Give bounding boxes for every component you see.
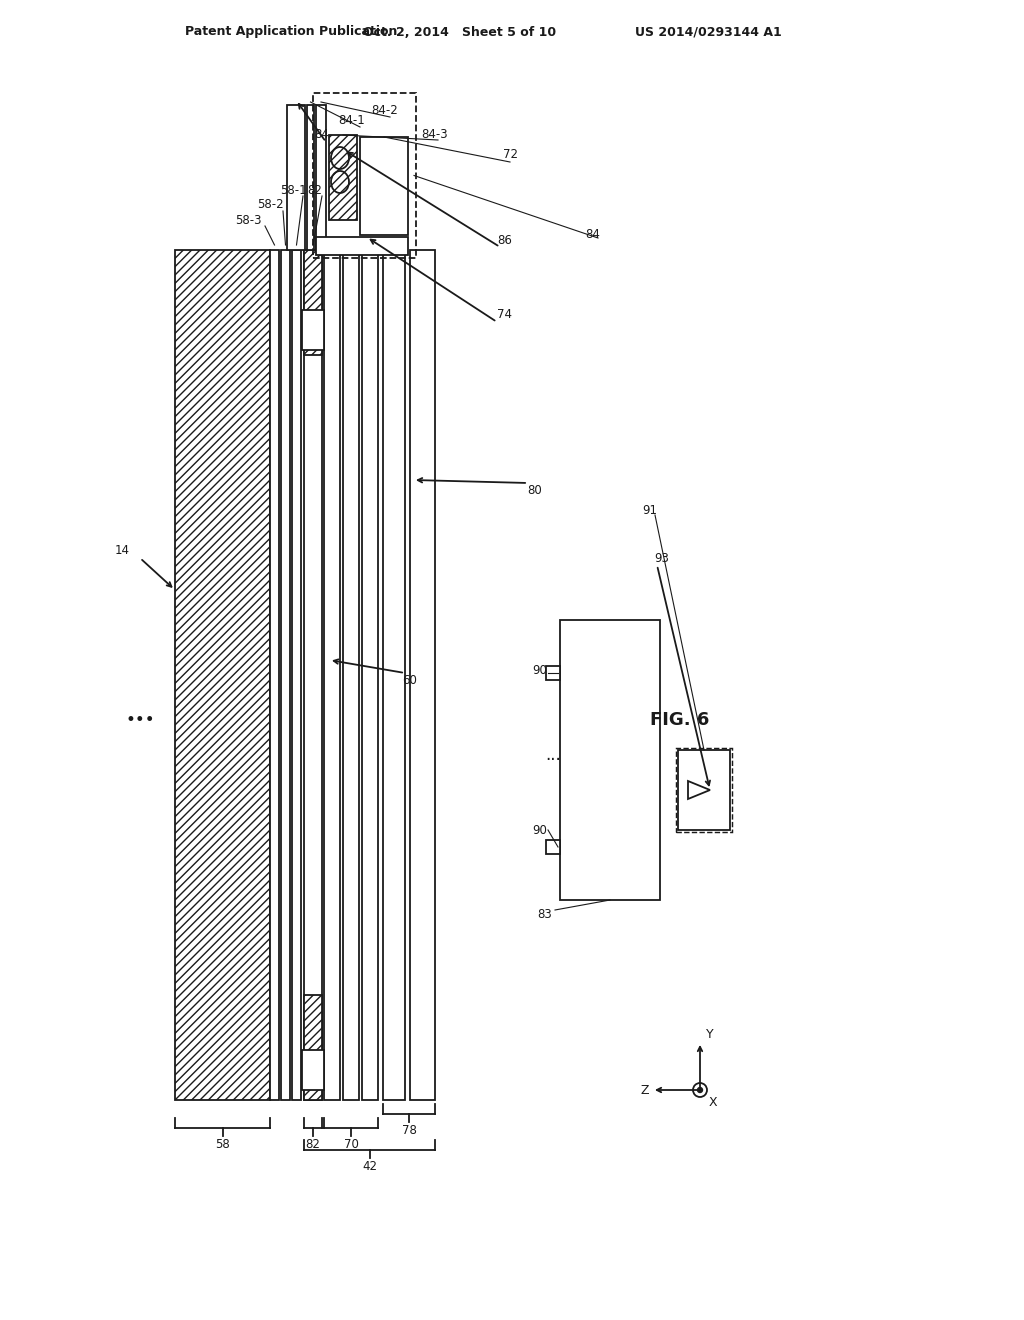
Bar: [546, 840, 560, 854]
Text: FIG. 6: FIG. 6: [650, 711, 710, 729]
Bar: [304, 995, 322, 1100]
Bar: [302, 1049, 324, 1090]
Text: 82: 82: [305, 1138, 321, 1151]
Text: Oct. 2, 2014   Sheet 5 of 10: Oct. 2, 2014 Sheet 5 of 10: [362, 25, 556, 38]
Bar: [362, 249, 378, 1100]
Text: 90: 90: [532, 664, 548, 676]
Text: 93: 93: [654, 552, 670, 565]
Bar: [410, 249, 435, 1100]
Bar: [546, 667, 560, 680]
Text: 84: 84: [314, 128, 330, 141]
Bar: [304, 249, 322, 355]
Bar: [360, 137, 408, 235]
Text: 58-3: 58-3: [234, 214, 261, 227]
Bar: [560, 620, 660, 900]
Bar: [676, 748, 732, 832]
Text: ...: ...: [545, 746, 561, 764]
Text: 82: 82: [307, 183, 323, 197]
Text: 70: 70: [344, 1138, 358, 1151]
Text: US 2014/0293144 A1: US 2014/0293144 A1: [635, 25, 781, 38]
Text: 72: 72: [503, 149, 517, 161]
Bar: [678, 750, 730, 830]
Text: 84: 84: [586, 228, 600, 242]
Text: 14: 14: [115, 544, 130, 557]
Bar: [343, 249, 359, 1100]
Text: 84-1: 84-1: [339, 114, 366, 127]
Bar: [316, 106, 326, 249]
Text: X: X: [709, 1097, 718, 1110]
Text: Patent Application Publication: Patent Application Publication: [185, 25, 397, 38]
Bar: [316, 238, 408, 255]
Text: 58: 58: [215, 1138, 229, 1151]
Text: 90: 90: [532, 824, 548, 837]
Text: Y: Y: [707, 1028, 714, 1041]
Text: Z: Z: [641, 1084, 649, 1097]
Bar: [324, 249, 340, 1100]
Bar: [329, 135, 357, 220]
Bar: [287, 106, 305, 249]
Bar: [292, 249, 301, 1100]
Text: 83: 83: [538, 908, 552, 921]
Bar: [175, 249, 270, 1100]
Text: 91: 91: [642, 503, 657, 516]
Bar: [302, 310, 324, 350]
Text: 84-2: 84-2: [372, 103, 398, 116]
Circle shape: [697, 1088, 702, 1093]
Text: 86: 86: [498, 234, 512, 247]
Bar: [270, 249, 279, 1100]
Text: 58-1: 58-1: [280, 183, 306, 197]
Bar: [313, 92, 416, 257]
Text: 60: 60: [402, 673, 418, 686]
Text: 74: 74: [498, 309, 512, 322]
Bar: [304, 249, 322, 1100]
Bar: [383, 249, 406, 1100]
Text: 58-2: 58-2: [257, 198, 284, 211]
Text: •••: •••: [125, 711, 155, 729]
Bar: [281, 249, 290, 1100]
Text: 84-3: 84-3: [422, 128, 449, 141]
Text: 78: 78: [401, 1123, 417, 1137]
Bar: [307, 106, 314, 249]
Text: 42: 42: [362, 1159, 377, 1172]
Text: 80: 80: [527, 483, 543, 496]
